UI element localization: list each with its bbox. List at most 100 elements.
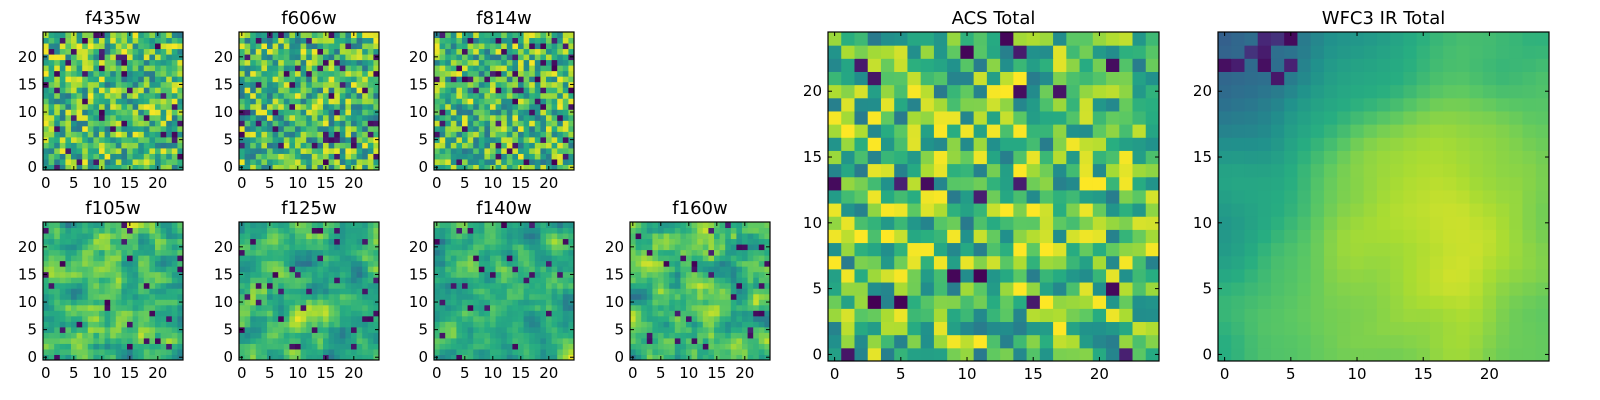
heatmap-cell (641, 255, 648, 262)
heatmap-cell (121, 326, 128, 333)
heatmap-cell (641, 304, 648, 311)
heatmap-cell (99, 87, 106, 94)
heatmap-cell (99, 158, 106, 165)
heatmap-cell (300, 70, 307, 77)
heatmap-cell (730, 304, 737, 311)
heatmap-cell (244, 337, 251, 344)
heatmap-cell (880, 295, 895, 309)
heatmap-cell (1039, 176, 1054, 191)
heatmap-cell (1013, 203, 1028, 217)
heatmap-cell (747, 249, 754, 256)
heatmap-cell (894, 308, 908, 323)
heatmap-cell (43, 131, 50, 138)
heatmap-cell (562, 87, 569, 94)
heatmap-cell (267, 293, 274, 300)
heatmap-cell (362, 81, 369, 88)
heatmap-cell (373, 249, 380, 256)
heatmap-cell (907, 255, 922, 270)
heatmap-cell (534, 255, 541, 262)
heatmap-cell (960, 176, 975, 191)
heatmap-cell (65, 142, 72, 149)
heatmap-cell (362, 120, 369, 127)
heatmap-cell (54, 249, 61, 256)
heatmap-cell (87, 244, 94, 251)
heatmap-cell (149, 147, 156, 154)
heatmap-cell (267, 76, 274, 83)
heatmap-cell (104, 233, 111, 240)
heatmap-cell (99, 315, 106, 322)
y-tick-label: 20 (409, 48, 428, 66)
heatmap-cell (758, 293, 765, 300)
heatmap-cell (1039, 308, 1054, 323)
heatmap-cell (367, 348, 374, 355)
heatmap-cell (691, 277, 698, 284)
heatmap-cell (730, 348, 737, 355)
heatmap-cell (54, 103, 61, 110)
heatmap-cell (323, 238, 330, 245)
heatmap-cell (82, 321, 89, 328)
heatmap-cell (478, 59, 485, 66)
heatmap-cell (456, 354, 463, 361)
heatmap-cell (272, 310, 279, 317)
heatmap-cell (255, 233, 262, 240)
heatmap-cell (48, 271, 55, 278)
heatmap-cell (501, 354, 508, 361)
heatmap-cell (121, 233, 128, 240)
heatmap-cell (1119, 203, 1134, 217)
heatmap-cell (445, 120, 452, 127)
heatmap-cell (490, 326, 497, 333)
heatmap-cell (439, 103, 446, 110)
y-tick-label: 15 (409, 265, 428, 283)
heatmap-cell (473, 315, 480, 322)
heatmap-cell (534, 48, 541, 55)
heatmap-cell (283, 92, 290, 99)
heatmap-cell (764, 238, 771, 245)
heatmap-cell (239, 37, 246, 44)
heatmap-cell (490, 244, 497, 251)
heatmap-cell (490, 87, 497, 94)
heatmap-cell (854, 163, 869, 178)
heatmap-cell (663, 238, 670, 245)
heatmap-cell (367, 114, 374, 121)
heatmap-cell (490, 271, 497, 278)
heatmap-cell (478, 164, 485, 171)
heatmap-cell (680, 249, 687, 256)
heatmap-cell (523, 238, 530, 245)
heatmap-cell (177, 98, 184, 105)
heatmap-cell (345, 321, 352, 328)
heatmap-cell (71, 315, 78, 322)
heatmap-cell (551, 92, 558, 99)
heatmap-cell (730, 238, 737, 245)
heatmap-cell (439, 332, 446, 339)
heatmap-cell (255, 131, 262, 138)
heatmap-cell (121, 158, 128, 165)
heatmap-cell (523, 348, 530, 355)
heatmap-cell (104, 332, 111, 339)
heatmap-cell (753, 244, 760, 251)
heatmap-cell (250, 81, 257, 88)
heatmap-cell (99, 238, 106, 245)
heatmap-cell (534, 54, 541, 61)
heatmap-cell (267, 326, 274, 333)
heatmap-cell (947, 163, 961, 178)
heatmap-cell (534, 43, 541, 50)
heatmap-cell (267, 337, 274, 344)
heatmap-cell (160, 354, 167, 361)
heatmap-cell (501, 48, 508, 55)
heatmap-cell (680, 354, 687, 361)
heatmap-cell (697, 315, 704, 322)
heatmap-cell (753, 271, 760, 278)
heatmap-cell (110, 255, 117, 262)
heatmap-cell (1000, 229, 1014, 244)
heatmap-cell (702, 255, 709, 262)
heatmap-cell (546, 277, 553, 284)
heatmap-cell (261, 164, 268, 171)
heatmap-cell (339, 114, 346, 121)
heatmap-cell (261, 222, 268, 229)
heatmap-cell (76, 293, 83, 300)
heatmap-cell (708, 337, 715, 344)
heatmap-cell (467, 136, 474, 143)
heatmap-cell (272, 81, 279, 88)
heatmap-cell (323, 249, 330, 256)
heatmap-cell (43, 304, 50, 311)
